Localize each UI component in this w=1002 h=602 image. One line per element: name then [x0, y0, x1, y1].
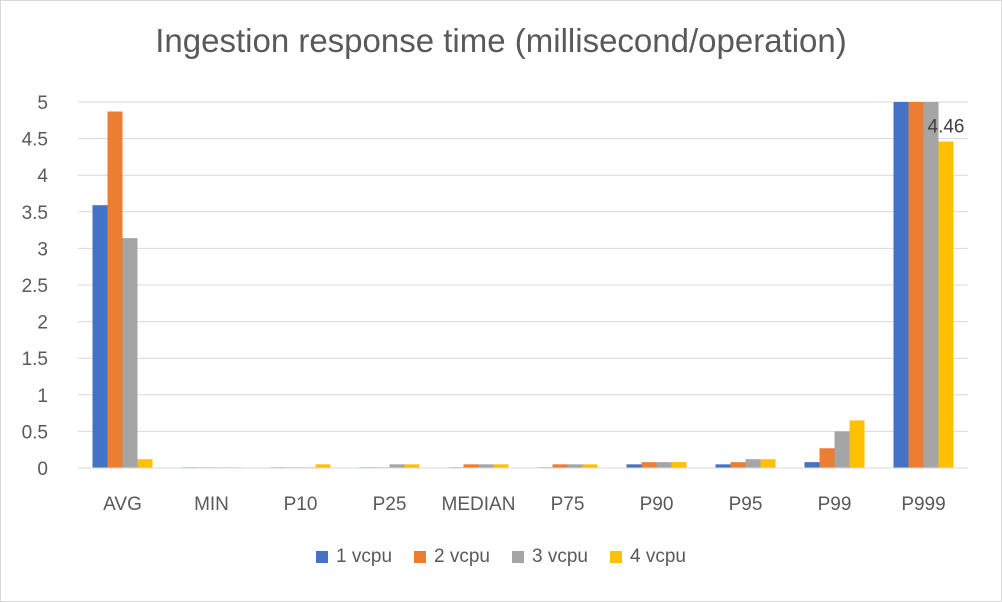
legend-label: 4 vcpu: [629, 546, 686, 567]
data-labels: 4.46: [928, 117, 965, 138]
y-tick-label: 2.5: [22, 276, 48, 297]
bar: [908, 102, 924, 468]
legend-item: 1 vcpu: [316, 546, 392, 568]
bar: [404, 464, 420, 468]
y-tick-label: 1: [37, 386, 48, 407]
bar: [641, 462, 657, 468]
y-tick-label: 0.5: [22, 422, 48, 443]
bar: [137, 459, 153, 468]
y-tick-label: 3: [37, 239, 48, 260]
chart-title: Ingestion response time (millisecond/ope…: [155, 22, 847, 59]
legend-swatch: [316, 551, 329, 563]
legend-item: 4 vcpu: [609, 546, 686, 568]
bar: [315, 464, 331, 468]
x-category-label: P90: [640, 494, 674, 515]
bar: [122, 238, 138, 468]
legend-item: 2 vcpu: [414, 546, 490, 568]
data-label: 4.46: [928, 117, 965, 138]
legend-swatch: [609, 551, 622, 563]
y-tick-label: 4.5: [22, 130, 48, 151]
x-category-label: P10: [284, 494, 318, 515]
x-category-label: P25: [373, 494, 407, 515]
legend-label: 2 vcpu: [434, 546, 490, 567]
y-axis-ticks: 0 0.5 1 1.5 2 2.5 3 3.5 4 4.5 5: [22, 93, 49, 480]
bar: [552, 464, 568, 468]
bar: [730, 462, 746, 468]
legend-swatch: [414, 551, 427, 563]
y-tick-label: 3.5: [22, 203, 48, 224]
bar: [745, 459, 761, 468]
bar: [849, 420, 865, 468]
bar: [582, 464, 598, 468]
y-tick-label: 1.5: [22, 349, 48, 370]
bar: [656, 462, 672, 468]
bar: [671, 462, 687, 468]
bar: [107, 111, 123, 469]
x-category-label: P95: [729, 494, 763, 515]
bar: [567, 464, 583, 468]
y-tick-label: 5: [37, 93, 48, 114]
x-category-label: P999: [901, 494, 945, 515]
bar: [478, 464, 494, 468]
bar: [463, 464, 479, 468]
bar: [923, 102, 939, 468]
y-tick-label: 4: [37, 166, 48, 187]
bar: [715, 464, 731, 468]
x-category-label: MIN: [194, 494, 229, 515]
legend-swatch: [512, 551, 524, 563]
legend-label: 3 vcpu: [532, 546, 588, 567]
y-tick-label: 2: [37, 313, 48, 334]
gridlines: [78, 101, 968, 469]
legend-item: 3 vcpu: [512, 546, 588, 568]
x-category-label: P75: [551, 494, 585, 515]
bar: [938, 141, 954, 468]
legend: 1 vcpu 2 vcpu 3 vcpu 4 vcpu: [0, 546, 1002, 568]
bar: [92, 205, 108, 468]
bar: [389, 464, 405, 468]
bar: [819, 448, 835, 468]
bar: [893, 102, 909, 468]
legend-label: 1 vcpu: [336, 546, 393, 567]
bar: [804, 462, 820, 468]
y-tick-label: 0: [37, 459, 48, 480]
bar: [626, 464, 642, 468]
bars: [78, 102, 968, 469]
x-category-label: P99: [818, 494, 852, 515]
bar: [493, 464, 509, 468]
bar: [760, 459, 776, 468]
x-axis-categories: AVG MIN P10 P25 MEDIAN P75 P90 P95 P99 P999: [103, 494, 946, 515]
x-category-label: MEDIAN: [442, 494, 516, 515]
bar: [834, 431, 850, 468]
x-category-label: AVG: [103, 494, 142, 515]
